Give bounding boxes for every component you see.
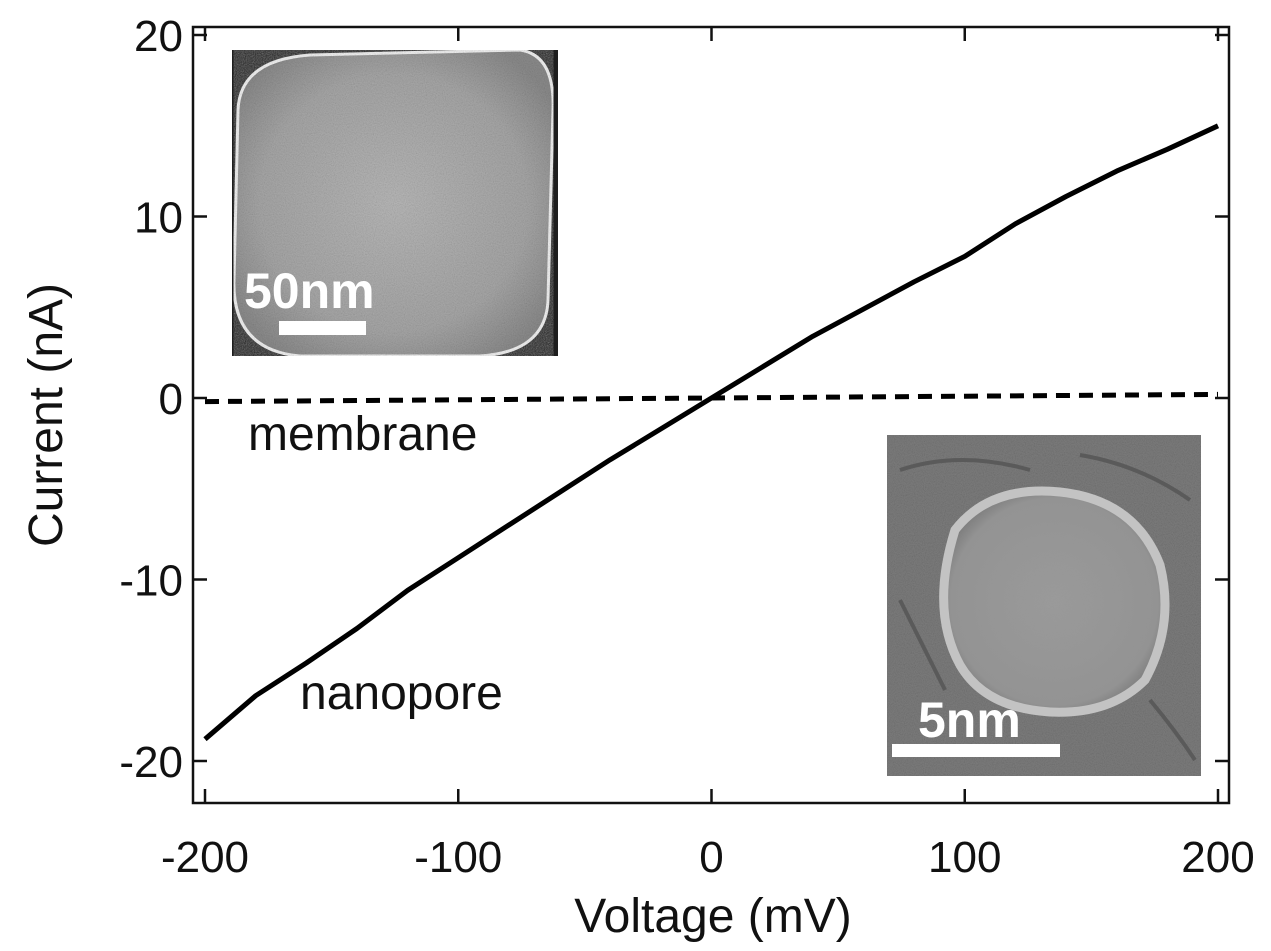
x-axis-title: Voltage (mV) bbox=[574, 890, 851, 943]
pore-outline-shape bbox=[939, 486, 1170, 717]
membrane-series-line bbox=[204, 391, 1219, 405]
closeup-scale-bar bbox=[892, 744, 1060, 757]
x-tick-label: 200 bbox=[1181, 833, 1254, 882]
y-tick-label: -10 bbox=[119, 557, 183, 606]
y-tick-label: -20 bbox=[119, 738, 183, 787]
y-tick-label: 10 bbox=[134, 194, 183, 243]
x-tick-label: 0 bbox=[699, 833, 723, 882]
y-axis-title: Current (nA) bbox=[20, 283, 73, 547]
y-tick-label: 20 bbox=[134, 12, 183, 61]
closeup-scale-label: 5nm bbox=[918, 692, 1021, 748]
closeup-micrograph-inset: 5nm bbox=[887, 435, 1201, 776]
membrane-series-label: membrane bbox=[248, 408, 477, 461]
x-tick-label: 100 bbox=[928, 833, 1001, 882]
x-tick-label: -200 bbox=[161, 833, 249, 882]
series-layer bbox=[203, 123, 1220, 742]
x-tick-label: -100 bbox=[414, 833, 502, 882]
overview-micrograph-inset: 50nm bbox=[232, 48, 558, 358]
pore-square-shape bbox=[232, 48, 555, 358]
overview-scale-bar bbox=[279, 321, 366, 335]
axis-ticks bbox=[193, 27, 1229, 803]
nanopore-series-label: nanopore bbox=[300, 667, 503, 720]
y-tick-label: 0 bbox=[159, 375, 183, 424]
overview-scale-label: 50nm bbox=[244, 263, 375, 319]
closeup-micrograph-texture bbox=[898, 453, 1197, 762]
